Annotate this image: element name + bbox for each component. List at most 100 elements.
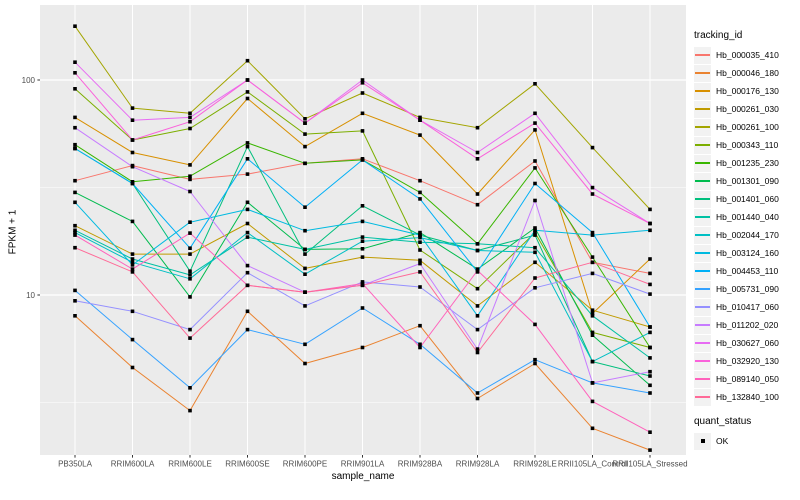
data-point-marker [590, 145, 595, 150]
data-point-marker [590, 185, 595, 190]
data-point-marker [245, 221, 250, 226]
data-point-marker [418, 133, 422, 137]
data-point-marker [475, 286, 480, 291]
data-point-marker [245, 309, 250, 314]
data-point-marker [590, 426, 595, 431]
data-point-marker [130, 263, 135, 267]
legend-item-label: Hb_132840_100 [716, 392, 779, 402]
data-point-marker [475, 150, 480, 155]
data-point-marker [245, 141, 250, 145]
data-point-marker [590, 233, 595, 237]
data-point-marker [360, 91, 365, 95]
data-point-marker [648, 325, 652, 329]
legend-key-swatch [694, 118, 711, 136]
data-point-marker [245, 207, 250, 212]
data-point-marker [533, 226, 537, 230]
data-point-marker [188, 220, 192, 224]
data-point-marker [533, 361, 537, 366]
data-point-marker [418, 115, 422, 120]
legend: tracking_id Hb_000035_410 Hb_000046_180 Hb… [694, 30, 798, 450]
data-point-marker [130, 260, 135, 265]
data-point-marker [533, 198, 537, 203]
legend-item-label: Hb_000176_130 [716, 86, 779, 96]
data-point-marker [648, 356, 652, 360]
data-point-marker [303, 121, 307, 125]
data-point-marker [533, 111, 537, 116]
legend-item-Hb_003124_160: Hb_003124_160 [694, 244, 798, 262]
legend-key-swatch [694, 208, 711, 226]
data-point-marker [73, 115, 77, 120]
legend-key-swatch [694, 352, 711, 370]
data-point-marker [648, 271, 652, 276]
legend-item-Hb_030627_060: Hb_030627_060 [694, 334, 798, 352]
x-tick-label: RRIM901LA [341, 460, 385, 469]
legend-item-label: Hb_004453_110 [716, 266, 779, 276]
data-point-marker [73, 223, 77, 228]
data-point-marker [360, 306, 365, 310]
legend-item-Hb_001401_060: Hb_001401_060 [694, 190, 798, 208]
data-point-marker [245, 90, 250, 94]
data-point-marker [130, 257, 135, 261]
legend-item-Hb_000261_100: Hb_000261_100 [694, 118, 798, 136]
data-point-marker [533, 82, 537, 86]
data-point-marker [533, 230, 537, 235]
legend-item-Hb_001440_040: Hb_001440_040 [694, 208, 798, 226]
data-point-marker [475, 242, 480, 246]
data-point-marker [188, 111, 192, 116]
data-point-marker [418, 248, 422, 252]
data-point-marker [73, 190, 77, 195]
legend-item-label: Hb_002044_170 [716, 230, 779, 240]
data-point-marker [245, 283, 250, 288]
legend-key-swatch [694, 262, 711, 280]
legend-key-line [695, 216, 710, 218]
data-point-marker [360, 235, 365, 239]
x-tick-label: RRIM928BA [398, 460, 443, 469]
data-point-marker [648, 228, 652, 233]
data-point-marker [475, 157, 480, 161]
data-point-marker [418, 235, 422, 240]
data-point-marker [590, 330, 595, 335]
data-point-marker [130, 270, 135, 274]
legend-key-line [695, 378, 710, 380]
quant-status-items: OK [694, 432, 798, 450]
data-point-marker [418, 230, 422, 235]
legend-item-label: Hb_001301_090 [716, 176, 779, 186]
data-point-marker [303, 205, 307, 209]
data-point-marker [360, 81, 365, 85]
data-point-marker [418, 285, 422, 289]
data-point-marker [533, 159, 537, 163]
legend-key-swatch [694, 334, 711, 352]
legend-key-line [695, 234, 710, 236]
legend-key-line [695, 90, 710, 92]
data-point-marker [590, 359, 595, 364]
data-point-marker [648, 391, 652, 395]
data-point-marker [188, 327, 192, 332]
data-point-marker [188, 126, 192, 131]
legend-key-line [695, 198, 710, 200]
legend-key-line [695, 54, 710, 56]
data-point-marker [360, 345, 365, 350]
data-point-marker [130, 106, 135, 110]
data-point-marker [188, 273, 192, 277]
data-point-marker [648, 221, 652, 226]
data-point-marker [303, 304, 307, 308]
quant-status-item: OK [694, 432, 798, 450]
data-point-marker [188, 231, 192, 235]
data-point-marker [188, 277, 192, 281]
data-point-marker [590, 308, 595, 312]
legend-key-swatch [694, 136, 711, 154]
legend-key-swatch [694, 244, 711, 262]
data-point-marker [73, 71, 77, 75]
legend-key-swatch [694, 280, 711, 298]
data-point-marker [418, 233, 422, 237]
data-point-marker [130, 365, 135, 370]
data-point-marker [303, 144, 307, 149]
legend-item-Hb_002044_170: Hb_002044_170 [694, 226, 798, 244]
legend-item-Hb_000046_180: Hb_000046_180 [694, 64, 798, 82]
data-point-marker [188, 295, 192, 299]
legend-title-tracking-id: tracking_id [694, 30, 743, 41]
data-point-marker [303, 342, 307, 347]
legend-key-line [695, 324, 710, 326]
legend-key-swatch [694, 190, 711, 208]
